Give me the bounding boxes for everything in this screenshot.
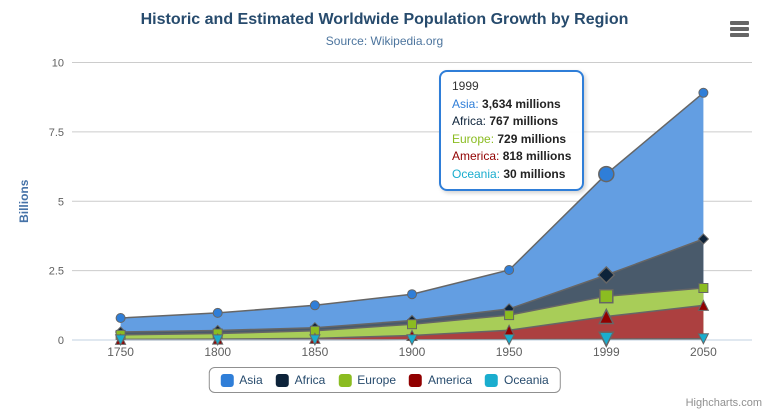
marker-asia-1999[interactable] (598, 165, 615, 183)
marker-africa-2050[interactable] (697, 233, 710, 245)
tooltip: 1999 Asia: 3,634 millions Africa: 767 mil… (439, 70, 585, 191)
area-asia[interactable] (120, 92, 704, 340)
marker-oceania-1750[interactable] (114, 334, 127, 347)
marker-oceania-1900[interactable] (406, 334, 418, 346)
legend-item-oceania[interactable]: Oceania (485, 373, 549, 387)
tooltip-header: 1999 (452, 79, 479, 93)
marker-asia-1750[interactable] (115, 313, 126, 323)
x-axis-tick-label: 1750 (107, 345, 134, 359)
legend-label: Europe (357, 373, 397, 387)
marker-oceania-1800[interactable] (211, 334, 224, 347)
legend-item-america[interactable]: America (409, 373, 472, 387)
marker-europe-2050[interactable] (698, 283, 709, 293)
legend-item-asia[interactable]: Asia (220, 373, 263, 387)
marker-oceania-2050[interactable] (697, 333, 710, 345)
y-axis-title: Billions (17, 179, 31, 223)
hamburger-icon (730, 21, 749, 25)
export-menu-button[interactable] (730, 21, 750, 37)
marker-europe-1900[interactable] (407, 319, 417, 330)
x-axis-tick-label: 1850 (302, 345, 329, 359)
marker-asia-1950[interactable] (504, 265, 515, 275)
marker-europe-1999[interactable] (599, 288, 614, 304)
legend-swatch-america (409, 373, 423, 387)
legend-swatch-asia (220, 373, 234, 387)
chart-title: Historic and Estimated Worldwide Populat… (140, 11, 629, 28)
credits-link[interactable]: Highcharts.com (685, 397, 762, 409)
tooltip-row-europe: Europe: 729 millions (452, 131, 567, 146)
legend-label: America (428, 373, 473, 387)
marker-asia-2050[interactable] (698, 87, 709, 98)
marker-america-1999[interactable] (598, 307, 615, 325)
x-axis-tick-label: 1999 (593, 345, 620, 359)
y-axis-tick-label: 0 (58, 335, 64, 347)
marker-america-2050[interactable] (697, 299, 710, 311)
tooltip-row-america: America: 818 millions (452, 149, 572, 163)
marker-asia-1900[interactable] (407, 289, 417, 300)
marker-europe-1950[interactable] (504, 310, 515, 321)
marker-asia-1800[interactable] (212, 307, 223, 318)
x-axis-tick-label: 1800 (204, 345, 231, 359)
legend-label: Oceania (504, 373, 549, 387)
y-axis-tick-label: 2.5 (49, 266, 64, 278)
legend-item-europe[interactable]: Europe (338, 373, 396, 387)
legend-swatch-africa (275, 373, 289, 387)
legend-label: Africa (294, 373, 326, 387)
marker-asia-1850[interactable] (309, 300, 320, 311)
marker-oceania-1850[interactable] (309, 334, 321, 347)
y-axis-tick-label: 7.5 (49, 127, 64, 139)
x-axis-tick-label: 1900 (399, 345, 426, 359)
chart-subtitle: Source: Wikipedia.org (325, 34, 444, 48)
legend-label: Asia (239, 373, 263, 387)
x-axis-tick-label: 1950 (496, 345, 523, 359)
tooltip-row-asia: Asia: 3,634 millions (452, 96, 561, 111)
marker-oceania-1950[interactable] (503, 334, 515, 346)
marker-africa-1999[interactable] (597, 265, 616, 285)
y-axis-tick-label: 5 (58, 196, 64, 208)
tooltip-rows: Asia: 3,634 millions Africa: 767 millions… (452, 96, 571, 184)
tooltip-row-africa: Africa: 767 millions (452, 114, 559, 128)
legend: Asia Africa Europe America Oceania (208, 367, 561, 393)
marker-oceania-1999[interactable] (598, 331, 615, 348)
x-axis-tick-label: 2050 (690, 345, 717, 359)
legend-swatch-europe (338, 373, 352, 387)
legend-item-africa[interactable]: Africa (275, 373, 326, 387)
area-america[interactable] (120, 305, 704, 340)
y-axis-tick-label: 10 (52, 58, 64, 70)
legend-swatch-oceania (485, 373, 499, 387)
tooltip-row-oceania: Oceania: 30 millions (452, 166, 566, 181)
